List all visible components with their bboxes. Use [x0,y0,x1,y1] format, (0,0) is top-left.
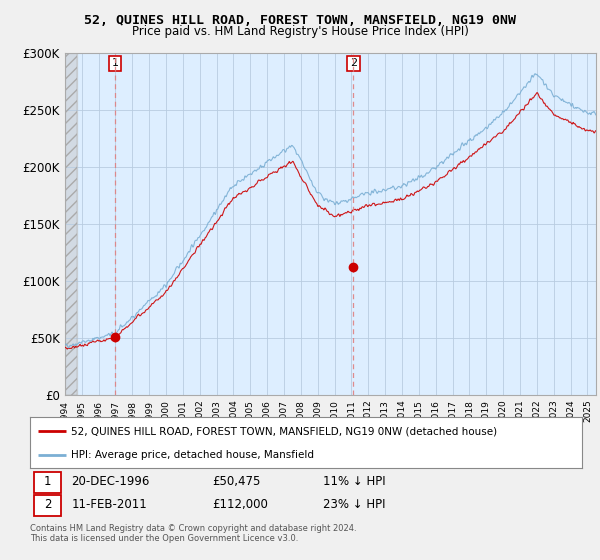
Text: HPI: Average price, detached house, Mansfield: HPI: Average price, detached house, Mans… [71,450,314,460]
Text: 11% ↓ HPI: 11% ↓ HPI [323,475,385,488]
Text: 20-DEC-1996: 20-DEC-1996 [71,475,150,488]
Text: 52, QUINES HILL ROAD, FOREST TOWN, MANSFIELD, NG19 0NW (detached house): 52, QUINES HILL ROAD, FOREST TOWN, MANSF… [71,426,497,436]
Text: £50,475: £50,475 [212,475,260,488]
Text: 2: 2 [350,58,357,68]
Text: Contains HM Land Registry data © Crown copyright and database right 2024.
This d: Contains HM Land Registry data © Crown c… [30,524,356,543]
Text: 1: 1 [44,475,52,488]
FancyBboxPatch shape [34,472,61,493]
Text: £112,000: £112,000 [212,498,268,511]
Text: 2: 2 [44,498,52,511]
Bar [65,53,77,395]
FancyBboxPatch shape [34,495,61,516]
Text: 52, QUINES HILL ROAD, FOREST TOWN, MANSFIELD, NG19 0NW: 52, QUINES HILL ROAD, FOREST TOWN, MANSF… [84,14,516,27]
Text: 11-FEB-2011: 11-FEB-2011 [71,498,147,511]
Text: Price paid vs. HM Land Registry's House Price Index (HPI): Price paid vs. HM Land Registry's House … [131,25,469,38]
Bar [65,53,77,395]
Text: 23% ↓ HPI: 23% ↓ HPI [323,498,385,511]
Text: 1: 1 [112,58,118,68]
